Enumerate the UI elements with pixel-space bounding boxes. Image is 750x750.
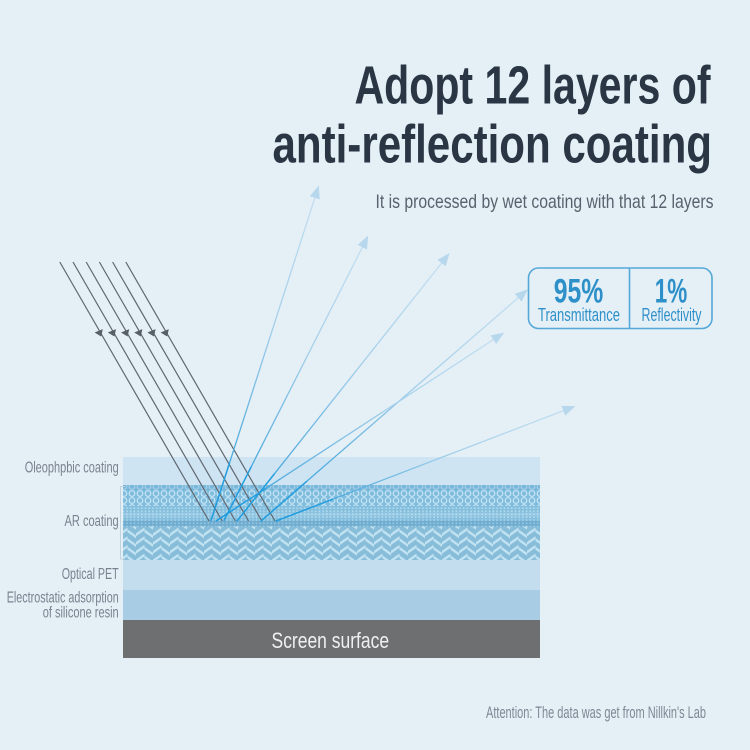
svg-text:1%: 1% <box>655 273 688 311</box>
svg-text:anti-reflection coating: anti-reflection coating <box>273 114 713 174</box>
svg-text:Optical PET: Optical PET <box>62 566 119 583</box>
svg-text:Screen surface: Screen surface <box>272 628 390 653</box>
svg-text:95%: 95% <box>554 273 604 311</box>
svg-text:AR coating: AR coating <box>65 513 119 530</box>
svg-text:Oleophpbic coating: Oleophpbic coating <box>25 460 119 477</box>
svg-text:Reflectivity: Reflectivity <box>642 305 702 325</box>
svg-text:Attention: The data was get fr: Attention: The data was get from Nillkin… <box>486 703 706 722</box>
svg-text:Transmittance: Transmittance <box>538 305 620 325</box>
svg-text:Adopt 12 layers of: Adopt 12 layers of <box>355 56 712 116</box>
svg-text:It is processed by wet coating: It is processed by wet coating with that… <box>376 191 714 213</box>
svg-text:of silicone resin: of silicone resin <box>43 605 119 622</box>
svg-text:Electrostatic adsorption: Electrostatic adsorption <box>7 590 119 607</box>
